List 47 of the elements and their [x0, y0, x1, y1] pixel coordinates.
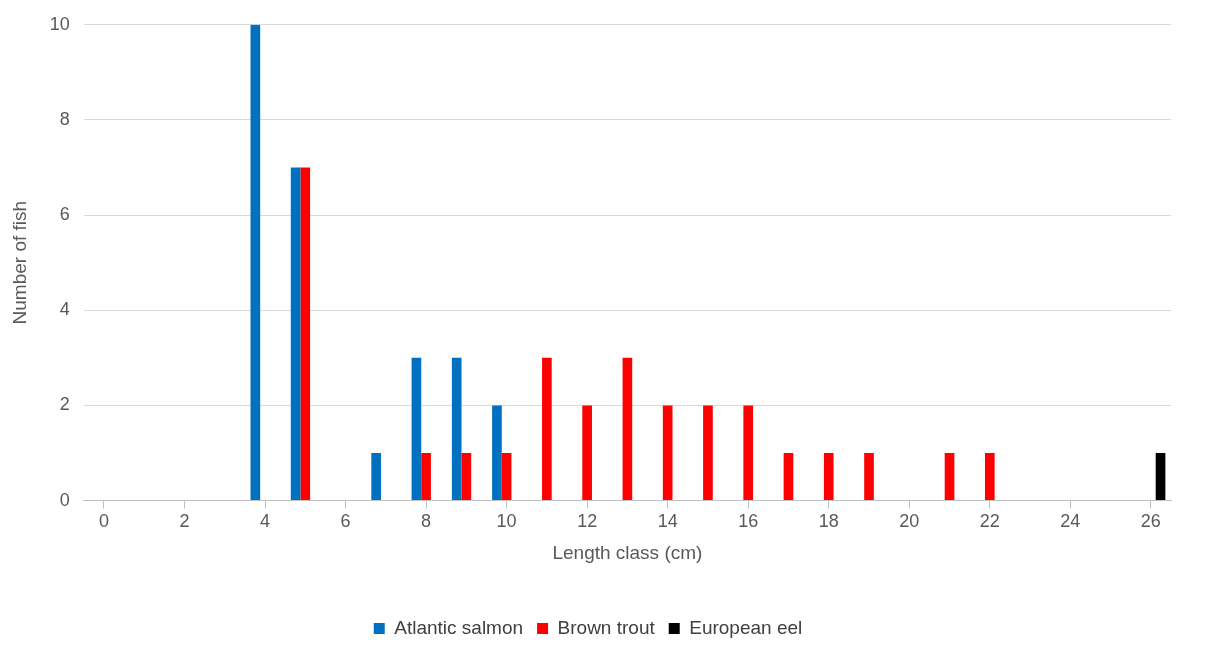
bar	[300, 167, 311, 501]
x-tick-label: 10	[496, 511, 517, 532]
x-tick-label: 16	[738, 511, 759, 532]
legend-label: Atlantic salmon	[394, 616, 524, 638]
bar	[864, 453, 874, 501]
x-tick-label: 26	[1140, 511, 1161, 532]
bar	[944, 453, 955, 501]
x-tick-label: 6	[340, 511, 351, 532]
bar	[290, 167, 301, 501]
x-tick-label: 22	[979, 511, 1000, 532]
bar	[542, 357, 552, 501]
bar	[743, 405, 754, 501]
legend-label: Brown trout	[557, 616, 656, 638]
bar	[984, 453, 995, 501]
bar	[783, 453, 794, 501]
x-tick-label: 0	[98, 511, 109, 532]
y-tick-label: 10	[49, 13, 70, 34]
bar	[501, 453, 512, 501]
x-tick-label: 8	[421, 511, 432, 532]
bar	[371, 453, 381, 501]
bar	[1155, 453, 1166, 501]
x-axis-title: Length class (cm)	[552, 541, 703, 563]
bar	[451, 357, 462, 501]
x-tick-label: 24	[1060, 511, 1081, 532]
y-tick-label: 2	[59, 394, 70, 415]
bar	[461, 453, 472, 501]
bar	[703, 405, 713, 501]
bar	[492, 405, 502, 501]
y-tick-label: 0	[59, 489, 70, 510]
x-tick-label: 20	[899, 511, 920, 532]
bar	[823, 453, 834, 501]
y-tick-label: 4	[59, 299, 70, 320]
x-tick-label: 18	[818, 511, 839, 532]
bar	[250, 24, 261, 501]
x-tick-label: 4	[260, 511, 271, 532]
y-axis-title: Number of fish	[8, 200, 30, 325]
y-tick-label: 6	[59, 204, 70, 225]
bar	[421, 453, 431, 501]
x-tick-label: 14	[657, 511, 678, 532]
bar	[411, 357, 422, 501]
y-tick-label: 8	[59, 108, 70, 129]
legend-label: European eel	[689, 616, 803, 638]
bar	[582, 405, 592, 501]
bar	[622, 357, 633, 501]
x-tick-label: 2	[179, 511, 190, 532]
x-tick-label: 12	[577, 511, 598, 532]
bar	[662, 405, 673, 501]
